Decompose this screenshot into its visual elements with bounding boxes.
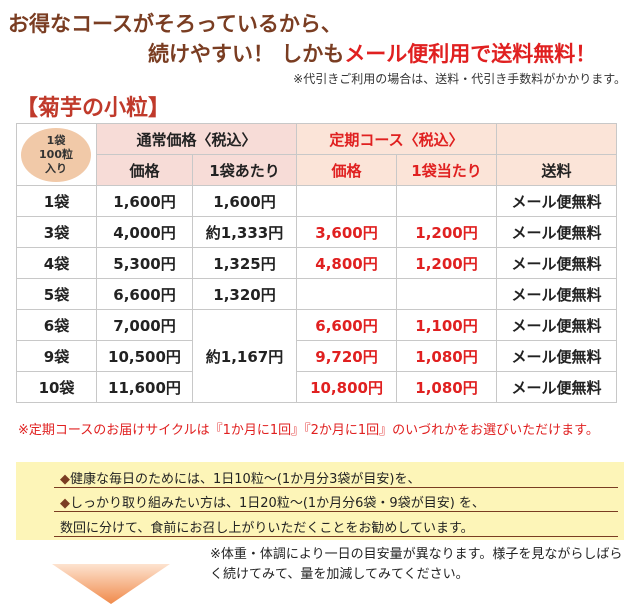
shipping-cell: メール便無料 xyxy=(496,216,618,248)
price-cell: 1,600円 xyxy=(96,185,193,217)
badge-line: 入り xyxy=(45,162,67,175)
table-row: 10袋 11,600円 10,800円 1,080円 メール便無料 xyxy=(16,371,618,403)
per-bag-cell: 約1,333円 xyxy=(191,216,298,248)
headline-line2: 続けやすい！ しかもメール便利用で送料無料！ xyxy=(148,38,596,68)
qty-cell: 5袋 xyxy=(16,278,97,310)
qty-cell: 4袋 xyxy=(16,247,97,279)
group-header-teiki: 定期コース〈税込〉 xyxy=(296,123,498,155)
badge-line: 100粒 xyxy=(39,148,73,161)
price-cell: 5,300円 xyxy=(96,247,193,279)
divider xyxy=(54,487,618,488)
advice-line: 数回に分けて、食前にお召し上がりいただくことをお勧めしています。 xyxy=(60,521,474,536)
headline-line2-highlight: メール便利用で送料無料！ xyxy=(344,42,597,66)
qty-cell: 6袋 xyxy=(16,309,97,341)
divider xyxy=(54,536,618,537)
price-table: 1袋 100粒 入り 通常価格〈税込〉 定期コース〈税込〉 価格 1袋あたり 価… xyxy=(16,123,618,403)
col-header-price: 価格 xyxy=(96,154,193,186)
delivery-cycle-note: ※定期コースのお届けサイクルは『1か月に1回』『2か月に1回』のいづれかをお選び… xyxy=(18,423,599,438)
qty-cell: 3袋 xyxy=(16,216,97,248)
table-header-row-1: 1袋 100粒 入り 通常価格〈税込〉 定期コース〈税込〉 xyxy=(16,123,618,186)
teiki-price-cell: 4,800円 xyxy=(296,247,398,279)
per-bag-cell-merged: 約1,167円 xyxy=(191,309,298,403)
cod-note: ※代引きご利用の場合は、送料・代引き手数料がかかります。 xyxy=(293,72,626,86)
table-row: 9袋 10,500円 9,720円 1,080円 メール便無料 xyxy=(16,340,618,372)
shipping-cell: メール便無料 xyxy=(496,371,618,403)
price-cell: 11,600円 xyxy=(96,371,193,403)
teiki-per-bag-cell: 1,200円 xyxy=(396,247,498,279)
qty-cell: 10袋 xyxy=(16,371,97,403)
col-header-teiki-price: 価格 xyxy=(296,154,398,186)
body-condition-note: ※体重・体調により一日の目安量が異なります。様子を見ながらしばらく続けてみて、量… xyxy=(210,547,623,582)
teiki-per-bag-cell xyxy=(396,278,498,310)
table-header-row-2: 価格 1袋あたり 価格 1袋当たり 送料 xyxy=(17,154,618,186)
advice-text: 健康な毎日のためには、1日10粒～(1か月分3袋が目安)を、 xyxy=(70,472,421,487)
price-cell: 7,000円 xyxy=(96,309,193,341)
teiki-per-bag-cell: 1,200円 xyxy=(396,216,498,248)
group-header-empty xyxy=(496,123,618,155)
shipping-cell: メール便無料 xyxy=(496,278,618,310)
shipping-cell: メール便無料 xyxy=(496,185,618,217)
table-row: 6袋 7,000円 約1,167円 6,600円 1,100円 メール便無料 xyxy=(16,309,618,403)
shipping-cell: メール便無料 xyxy=(496,309,618,341)
divider xyxy=(54,511,618,512)
diamond-icon: ◆ xyxy=(60,472,70,487)
teiki-per-bag-cell: 1,100円 xyxy=(396,309,498,341)
shipping-cell: メール便無料 xyxy=(496,340,618,372)
qty-cell: 9袋 xyxy=(16,340,97,372)
advice-text: しっかり取り組みたい方は、1日20粒～(1か月分6袋・9袋が目安) を、 xyxy=(70,496,485,511)
per-bag-cell: 1,600円 xyxy=(191,185,298,217)
col-header-shipping: 送料 xyxy=(496,154,618,186)
advice-line: ◆しっかり取り組みたい方は、1日20粒～(1か月分6袋・9袋が目安) を、 xyxy=(60,492,485,511)
badge-line: 1袋 xyxy=(46,134,66,147)
table-row: 5袋 6,600円 1,320円 メール便無料 xyxy=(16,278,618,310)
teiki-price-cell: 3,600円 xyxy=(296,216,398,248)
price-cell: 6,600円 xyxy=(96,278,193,310)
table-row: 3袋 4,000円 約1,333円 3,600円 1,200円 メール便無料 xyxy=(16,216,618,248)
teiki-price-cell xyxy=(296,185,398,217)
teiki-price-cell xyxy=(296,278,398,310)
teiki-per-bag-cell: 1,080円 xyxy=(396,371,498,403)
diamond-icon: ◆ xyxy=(60,496,70,511)
col-header-teiki-per-bag: 1袋当たり xyxy=(396,154,498,186)
price-cell: 10,500円 xyxy=(96,340,193,372)
col-header-per-bag: 1袋あたり xyxy=(191,154,298,186)
advice-line: ◆健康な毎日のためには、1日10粒～(1か月分3袋が目安)を、 xyxy=(60,468,421,487)
headline-line1: お得なコースがそろっているから、 xyxy=(8,12,342,36)
shipping-cell: メール便無料 xyxy=(496,247,618,279)
table-row: 4袋 5,300円 1,325円 4,800円 1,200円 メール便無料 xyxy=(16,247,618,279)
pack-badge: 1袋 100粒 入り xyxy=(21,128,91,182)
headline-line2-prefix: 続けやすい！ しかも xyxy=(148,42,345,66)
down-arrow-icon xyxy=(52,564,170,604)
teiki-per-bag-cell xyxy=(396,185,498,217)
per-bag-cell: 1,320円 xyxy=(191,278,298,310)
table-row: 1袋 1,600円 1,600円 メール便無料 xyxy=(16,185,618,217)
price-cell: 4,000円 xyxy=(96,216,193,248)
section-title: 【菊芋の小粒】 xyxy=(16,96,171,121)
teiki-price-cell: 6,600円 xyxy=(296,309,398,341)
dosage-advice-box: ◆健康な毎日のためには、1日10粒～(1か月分3袋が目安)を、 ◆しっかり取り組… xyxy=(16,462,624,540)
badge-cell: 1袋 100粒 入り xyxy=(16,123,97,186)
teiki-per-bag-cell: 1,080円 xyxy=(396,340,498,372)
qty-cell: 1袋 xyxy=(16,185,97,217)
group-header-regular: 通常価格〈税込〉 xyxy=(95,123,298,155)
per-bag-cell: 1,325円 xyxy=(191,247,298,279)
teiki-price-cell: 9,720円 xyxy=(296,340,398,372)
teiki-price-cell: 10,800円 xyxy=(296,371,398,403)
